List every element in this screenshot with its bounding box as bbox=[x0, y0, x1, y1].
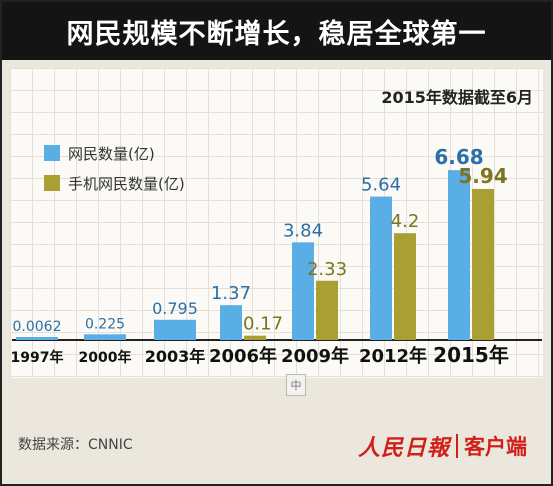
legend-item-internet-users: 网民数量(亿) bbox=[44, 138, 185, 168]
data-label-internet-users: 0.795 bbox=[152, 299, 198, 318]
client-label: 客户端 bbox=[464, 435, 527, 459]
x-tick-label: 2015年 bbox=[433, 343, 509, 367]
bar-internet-users bbox=[448, 170, 470, 340]
bar-mobile-users bbox=[316, 280, 338, 340]
x-tick-label: 2012年 bbox=[359, 345, 427, 367]
legend-label: 手机网民数量(亿) bbox=[68, 174, 185, 193]
bar-internet-users bbox=[220, 305, 242, 340]
peoples-daily-logo: 人民日報 bbox=[357, 435, 450, 461]
x-tick-label: 2000年 bbox=[79, 349, 132, 366]
bar-mobile-users bbox=[394, 233, 416, 340]
bar-internet-users bbox=[154, 319, 196, 340]
x-tick-label: 2003年 bbox=[145, 347, 206, 366]
x-tick-label: 2009年 bbox=[281, 345, 349, 367]
data-label-internet-users: 6.68 bbox=[434, 145, 483, 169]
page-title: 网民规模不断增长，稳居全球第一 bbox=[66, 18, 487, 50]
logo-divider bbox=[456, 434, 458, 458]
bar-internet-users bbox=[16, 337, 58, 340]
data-source: 数据来源：CNNIC bbox=[18, 437, 133, 453]
legend-swatch-blue bbox=[44, 145, 60, 161]
data-label-mobile-users: 4.2 bbox=[391, 211, 420, 232]
x-tick-label: 1997年 bbox=[11, 349, 64, 366]
watermark-logo: 人民日報 客户端 bbox=[358, 430, 527, 462]
legend-swatch-olive bbox=[44, 175, 60, 191]
legend-item-mobile-users: 手机网民数量(亿) bbox=[44, 168, 185, 198]
header-bar: 网民规模不断增长，稳居全球第一 bbox=[2, 2, 551, 60]
data-label-mobile-users: 5.94 bbox=[458, 164, 507, 188]
bar-mobile-users bbox=[472, 188, 494, 340]
data-label-internet-users: 0.225 bbox=[85, 316, 125, 332]
data-label-internet-users: 5.64 bbox=[361, 175, 401, 196]
center-mark: 中 bbox=[286, 374, 306, 396]
chart-legend: 网民数量(亿) 手机网民数量(亿) bbox=[44, 138, 185, 198]
data-label-internet-users: 0.0062 bbox=[13, 319, 62, 335]
data-label-internet-users: 3.84 bbox=[283, 220, 323, 241]
bar-internet-users bbox=[370, 196, 392, 340]
x-tick-label: 2006年 bbox=[209, 345, 277, 367]
data-label-internet-users: 1.37 bbox=[211, 283, 251, 304]
bar-internet-users bbox=[84, 334, 126, 340]
data-label-mobile-users: 2.33 bbox=[307, 259, 347, 280]
chart-subtitle: 2015年数据截至6月 bbox=[381, 88, 533, 107]
bar-mobile-users bbox=[244, 335, 266, 340]
bar-internet-users bbox=[292, 242, 314, 340]
legend-label: 网民数量(亿) bbox=[68, 144, 155, 163]
data-label-mobile-users: 0.17 bbox=[243, 314, 283, 335]
